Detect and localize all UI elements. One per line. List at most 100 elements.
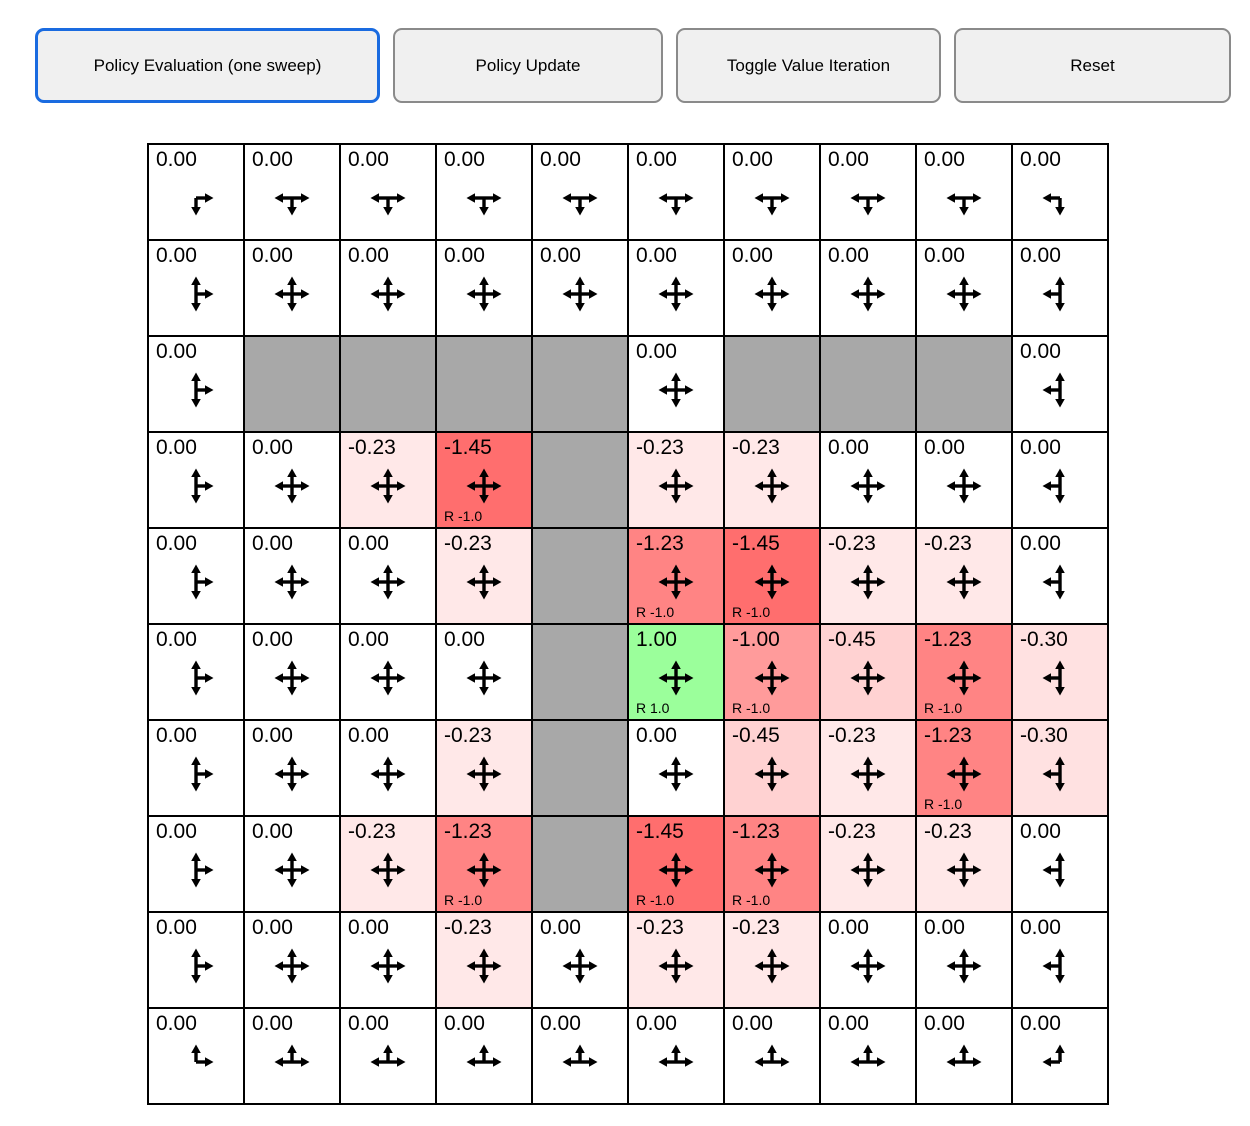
grid-cell-r7-c5[interactable]: -1.45 R -1.0 <box>628 816 724 912</box>
grid-cell-r8-c9[interactable]: 0.00 <box>1012 912 1108 1008</box>
grid-cell-r9-c5[interactable]: 0.00 <box>628 1008 724 1104</box>
grid-cell-r3-c6[interactable]: -0.23 <box>724 432 820 528</box>
grid-cell-r4-c6[interactable]: -1.45 R -1.0 <box>724 528 820 624</box>
grid-cell-r4-c3[interactable]: -0.23 <box>436 528 532 624</box>
grid-wall-r2-c1[interactable] <box>244 336 340 432</box>
grid-cell-r5-c9[interactable]: -0.30 <box>1012 624 1108 720</box>
grid-cell-r0-c8[interactable]: 0.00 <box>916 144 1012 240</box>
grid-cell-r3-c0[interactable]: 0.00 <box>148 432 244 528</box>
grid-wall-r7-c4[interactable] <box>532 816 628 912</box>
grid-cell-r9-c9[interactable]: 0.00 <box>1012 1008 1108 1104</box>
grid-wall-r2-c3[interactable] <box>436 336 532 432</box>
grid-cell-r5-c8[interactable]: -1.23 R -1.0 <box>916 624 1012 720</box>
toggle-value-iteration-button[interactable]: Toggle Value Iteration <box>676 28 941 103</box>
grid-cell-r1-c1[interactable]: 0.00 <box>244 240 340 336</box>
grid-cell-r8-c3[interactable]: -0.23 <box>436 912 532 1008</box>
grid-cell-r7-c1[interactable]: 0.00 <box>244 816 340 912</box>
grid-cell-r6-c9[interactable]: -0.30 <box>1012 720 1108 816</box>
grid-cell-r1-c7[interactable]: 0.00 <box>820 240 916 336</box>
grid-cell-r1-c2[interactable]: 0.00 <box>340 240 436 336</box>
grid-cell-r5-c7[interactable]: -0.45 <box>820 624 916 720</box>
grid-cell-r4-c5[interactable]: -1.23 R -1.0 <box>628 528 724 624</box>
grid-cell-r7-c7[interactable]: -0.23 <box>820 816 916 912</box>
grid-cell-r0-c6[interactable]: 0.00 <box>724 144 820 240</box>
grid-cell-r4-c8[interactable]: -0.23 <box>916 528 1012 624</box>
grid-cell-r1-c3[interactable]: 0.00 <box>436 240 532 336</box>
grid-cell-r4-c7[interactable]: -0.23 <box>820 528 916 624</box>
grid-cell-r3-c7[interactable]: 0.00 <box>820 432 916 528</box>
grid-cell-r5-c3[interactable]: 0.00 <box>436 624 532 720</box>
grid-cell-r3-c9[interactable]: 0.00 <box>1012 432 1108 528</box>
grid-cell-r3-c3[interactable]: -1.45 R -1.0 <box>436 432 532 528</box>
grid-cell-r9-c1[interactable]: 0.00 <box>244 1008 340 1104</box>
grid-cell-r3-c8[interactable]: 0.00 <box>916 432 1012 528</box>
grid-cell-r6-c0[interactable]: 0.00 <box>148 720 244 816</box>
grid-cell-r5-c6[interactable]: -1.00 R -1.0 <box>724 624 820 720</box>
grid-cell-r9-c7[interactable]: 0.00 <box>820 1008 916 1104</box>
grid-cell-r1-c9[interactable]: 0.00 <box>1012 240 1108 336</box>
grid-cell-r7-c9[interactable]: 0.00 <box>1012 816 1108 912</box>
grid-cell-r0-c0[interactable]: 0.00 <box>148 144 244 240</box>
grid-cell-r7-c6[interactable]: -1.23 R -1.0 <box>724 816 820 912</box>
grid-cell-r7-c2[interactable]: -0.23 <box>340 816 436 912</box>
grid-cell-r4-c9[interactable]: 0.00 <box>1012 528 1108 624</box>
grid-wall-r5-c4[interactable] <box>532 624 628 720</box>
grid-cell-r0-c7[interactable]: 0.00 <box>820 144 916 240</box>
grid-cell-r2-c0[interactable]: 0.00 <box>148 336 244 432</box>
grid-cell-r9-c6[interactable]: 0.00 <box>724 1008 820 1104</box>
grid-cell-r6-c7[interactable]: -0.23 <box>820 720 916 816</box>
grid-cell-r0-c5[interactable]: 0.00 <box>628 144 724 240</box>
grid-cell-r6-c8[interactable]: -1.23 R -1.0 <box>916 720 1012 816</box>
policy-evaluation-button[interactable]: Policy Evaluation (one sweep) <box>35 28 380 103</box>
grid-wall-r4-c4[interactable] <box>532 528 628 624</box>
grid-cell-r4-c1[interactable]: 0.00 <box>244 528 340 624</box>
grid-wall-r2-c2[interactable] <box>340 336 436 432</box>
grid-cell-r0-c2[interactable]: 0.00 <box>340 144 436 240</box>
grid-wall-r2-c4[interactable] <box>532 336 628 432</box>
grid-cell-r1-c5[interactable]: 0.00 <box>628 240 724 336</box>
grid-cell-r2-c9[interactable]: 0.00 <box>1012 336 1108 432</box>
grid-cell-r0-c1[interactable]: 0.00 <box>244 144 340 240</box>
grid-cell-r9-c4[interactable]: 0.00 <box>532 1008 628 1104</box>
grid-wall-r2-c6[interactable] <box>724 336 820 432</box>
grid-cell-r8-c5[interactable]: -0.23 <box>628 912 724 1008</box>
grid-cell-r8-c6[interactable]: -0.23 <box>724 912 820 1008</box>
grid-cell-r4-c2[interactable]: 0.00 <box>340 528 436 624</box>
policy-update-button[interactable]: Policy Update <box>393 28 663 103</box>
grid-cell-r3-c1[interactable]: 0.00 <box>244 432 340 528</box>
grid-wall-r2-c7[interactable] <box>820 336 916 432</box>
grid-cell-r8-c8[interactable]: 0.00 <box>916 912 1012 1008</box>
grid-cell-r8-c7[interactable]: 0.00 <box>820 912 916 1008</box>
grid-cell-r3-c5[interactable]: -0.23 <box>628 432 724 528</box>
grid-wall-r6-c4[interactable] <box>532 720 628 816</box>
grid-cell-r0-c3[interactable]: 0.00 <box>436 144 532 240</box>
grid-wall-r2-c8[interactable] <box>916 336 1012 432</box>
grid-cell-r5-c1[interactable]: 0.00 <box>244 624 340 720</box>
grid-cell-r8-c1[interactable]: 0.00 <box>244 912 340 1008</box>
grid-cell-r3-c2[interactable]: -0.23 <box>340 432 436 528</box>
grid-cell-r5-c0[interactable]: 0.00 <box>148 624 244 720</box>
reset-button[interactable]: Reset <box>954 28 1231 103</box>
grid-cell-r4-c0[interactable]: 0.00 <box>148 528 244 624</box>
grid-cell-r6-c1[interactable]: 0.00 <box>244 720 340 816</box>
grid-cell-r9-c0[interactable]: 0.00 <box>148 1008 244 1104</box>
grid-cell-r6-c5[interactable]: 0.00 <box>628 720 724 816</box>
grid-cell-r6-c3[interactable]: -0.23 <box>436 720 532 816</box>
grid-cell-r1-c0[interactable]: 0.00 <box>148 240 244 336</box>
grid-cell-r2-c5[interactable]: 0.00 <box>628 336 724 432</box>
grid-cell-r9-c8[interactable]: 0.00 <box>916 1008 1012 1104</box>
grid-cell-r1-c8[interactable]: 0.00 <box>916 240 1012 336</box>
grid-cell-r1-c4[interactable]: 0.00 <box>532 240 628 336</box>
grid-cell-r6-c2[interactable]: 0.00 <box>340 720 436 816</box>
grid-cell-r9-c3[interactable]: 0.00 <box>436 1008 532 1104</box>
grid-cell-r7-c3[interactable]: -1.23 R -1.0 <box>436 816 532 912</box>
grid-cell-r9-c2[interactable]: 0.00 <box>340 1008 436 1104</box>
grid-cell-r5-c2[interactable]: 0.00 <box>340 624 436 720</box>
grid-cell-r5-c5[interactable]: 1.00 R 1.0 <box>628 624 724 720</box>
grid-cell-r6-c6[interactable]: -0.45 <box>724 720 820 816</box>
grid-cell-r1-c6[interactable]: 0.00 <box>724 240 820 336</box>
grid-cell-r7-c0[interactable]: 0.00 <box>148 816 244 912</box>
grid-cell-r8-c4[interactable]: 0.00 <box>532 912 628 1008</box>
grid-cell-r8-c2[interactable]: 0.00 <box>340 912 436 1008</box>
grid-wall-r3-c4[interactable] <box>532 432 628 528</box>
